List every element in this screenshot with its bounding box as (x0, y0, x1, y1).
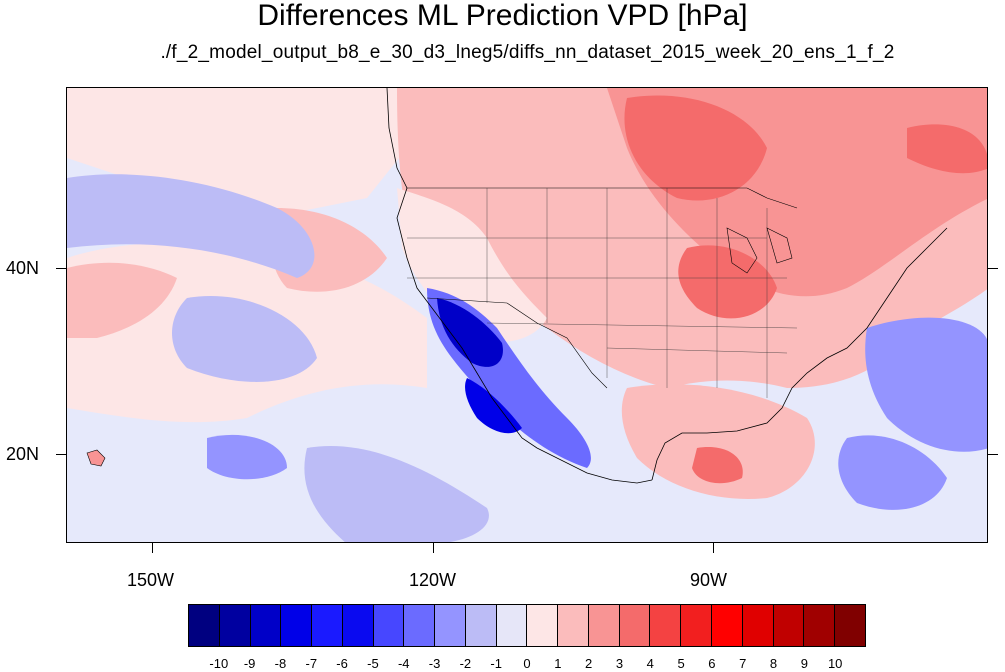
colorbar-label: 8 (769, 656, 778, 671)
red-core-gulf (692, 447, 743, 484)
blue-patch-atlantic (865, 317, 987, 452)
colorbar-swatch (588, 605, 620, 646)
lat-tick-20n-right (988, 454, 998, 455)
colorbar-swatch (742, 605, 774, 646)
light-blue-patch-central-pacific (172, 296, 317, 382)
colorbar-swatch (681, 605, 713, 646)
colorbar-swatch (773, 605, 805, 646)
lat-tick-20n (56, 454, 66, 455)
colorbar-label: -5 (367, 656, 379, 671)
pale-region-western-us (397, 188, 547, 342)
colorbar-swatch (219, 605, 251, 646)
colorbar-swatch (189, 605, 220, 646)
colorbar-label: -4 (397, 656, 410, 671)
red-core-canada (624, 95, 767, 201)
blue-patch-south-pacific (207, 434, 287, 480)
colorbar-swatch (558, 605, 589, 646)
state-borders (407, 188, 798, 398)
colorbar-swatch (496, 605, 528, 646)
colorbar-swatch (835, 605, 865, 646)
colorbar-swatch (435, 605, 466, 646)
colorbar-swatch (281, 605, 313, 646)
colorbar-label: -8 (274, 656, 287, 671)
colorbar-label: 0 (523, 656, 531, 671)
map-title: Differences ML Prediction VPD [hPa] (257, 0, 748, 32)
colorbar-label: 5 (677, 656, 685, 671)
colorbar-swatch (373, 605, 405, 646)
contour-map (67, 88, 987, 542)
dark-blue-core-southwest (437, 298, 503, 367)
colorbar-label: -6 (336, 656, 348, 671)
great-lakes (726, 227, 793, 274)
colorbar-label: -1 (490, 656, 502, 671)
hawaii-islands (86, 449, 106, 467)
pink-region-west (67, 262, 177, 338)
colorbar-swatch (342, 605, 374, 646)
light-blue-band-pacific (67, 174, 315, 278)
colorbar-label: 2 (585, 656, 593, 671)
lon-tick-150w (152, 543, 153, 553)
lat-tick-40n (56, 268, 66, 269)
colorbar-swatch (527, 605, 559, 646)
red-core-midwest (678, 245, 777, 319)
gulf-atlantic-coastline (651, 227, 948, 481)
pacific-coastline (386, 88, 653, 484)
map-subtitle: ./f_2_model_output_b8_e_30_d3_lneg5/diff… (160, 42, 895, 63)
pink-field-gulf (621, 384, 815, 499)
colorbar-swatch (619, 605, 651, 646)
colorbar-label: 10 (827, 656, 843, 671)
colorbar-label: 9 (800, 656, 808, 671)
lon-label-90w: 90W (690, 570, 728, 590)
colorbar-label: 6 (708, 656, 716, 671)
colorbar-label: -2 (459, 656, 472, 671)
lat-label-20n: 20N (6, 444, 40, 464)
lon-tick-90w (713, 543, 714, 553)
colorbar-label: 3 (615, 656, 624, 671)
light-blue-patch-south (304, 446, 489, 542)
colorbar-label: -10 (209, 656, 229, 671)
blue-patch-caribbean (838, 435, 947, 510)
lat-label-40n: 40N (6, 258, 40, 278)
colorbar-label: 1 (554, 656, 562, 671)
lat-tick-40n-right (988, 268, 998, 269)
colorbar-label: -7 (305, 656, 318, 671)
colorbar-swatch (804, 605, 836, 646)
colorbar-label: -9 (243, 656, 256, 671)
colorbar-label: -3 (428, 656, 441, 671)
us-canada-border (407, 187, 798, 209)
colorbar-swatch (650, 605, 682, 646)
lon-tick-120w (433, 543, 434, 553)
lon-label-150w: 150W (127, 570, 175, 590)
colorbar-label: 4 (646, 656, 654, 671)
colorbar (188, 604, 866, 647)
colorbar-swatch (404, 605, 436, 646)
us-mexico-border (426, 297, 608, 389)
colorbar-swatch (250, 605, 282, 646)
colorbar-label: 7 (739, 656, 747, 671)
lon-label-120w: 120W (409, 570, 457, 590)
red-core-northeast (907, 124, 987, 174)
map-panel (66, 87, 988, 543)
colorbar-swatch (312, 605, 343, 646)
colorbar-swatch (712, 605, 743, 646)
colorbar-swatch (465, 605, 497, 646)
